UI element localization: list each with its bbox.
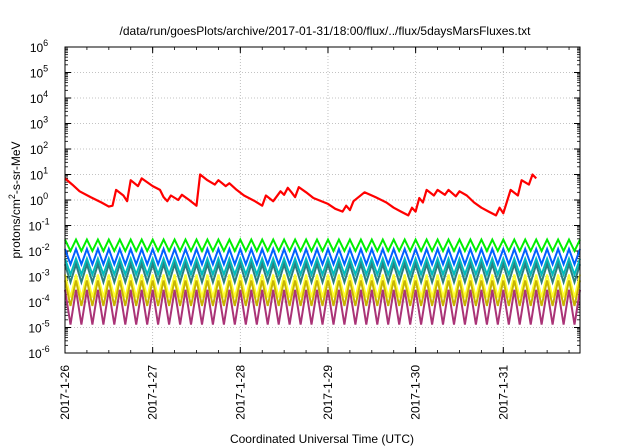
y-tick-label: 103: [30, 115, 48, 132]
y-axis-label-base: protons/cm: [9, 199, 23, 258]
plot-frame: [64, 46, 581, 354]
band-series-line: [64, 246, 581, 268]
chart-title: /data/run/goesPlots/archive/2017-01-31/1…: [120, 24, 532, 38]
y-tick-label: 105: [30, 64, 48, 81]
x-tick-label: 2017-1-29: [321, 365, 335, 420]
y-tick-label: 10-1: [28, 217, 49, 234]
x-tick-label: 2017-1-27: [146, 365, 160, 420]
y-tick-label: 101: [30, 166, 48, 183]
y-tick-label: 10-3: [28, 268, 49, 285]
x-tick-label: 2017-1-26: [58, 365, 72, 420]
band-series-line: [64, 274, 581, 298]
y-tick-label: 100: [30, 191, 48, 208]
y-axis-label-rest: -s-sr-MeV: [9, 141, 23, 194]
y-tick-label: 106: [30, 38, 48, 55]
x-tick-labels: 2017-1-26 2017-1-27 2017-1-28 2017-1-29 2017…: [58, 365, 510, 420]
y-tick-labels: 10-6 10-5 10-4 10-3 10-2 10-1 100 101 102 103 104 1…: [28, 38, 49, 361]
y-tick-label: 10-6: [28, 344, 49, 361]
y-axis-label-sup: 2: [7, 194, 17, 199]
y-tick-label: 10-5: [28, 319, 49, 336]
band-series-line: [64, 237, 581, 254]
band-series-line: [64, 289, 581, 325]
band-series-line: [64, 280, 581, 307]
y-tick-label: 10-2: [28, 242, 49, 259]
flux-series-line: [64, 173, 537, 217]
band-series-line: [64, 260, 581, 286]
series-layer: [64, 173, 581, 325]
y-tick-label: 102: [30, 140, 48, 157]
axis-ticks: [64, 46, 580, 354]
x-tick-label: 2017-1-31: [496, 365, 510, 420]
band-series-line: [64, 255, 581, 278]
x-tick-label: 2017-1-28: [233, 365, 247, 420]
grid-lines: [65, 47, 580, 353]
y-tick-label: 104: [30, 89, 48, 106]
x-axis-label: Coordinated Universal Time (UTC): [230, 432, 414, 446]
x-tick-label: 2017-1-30: [409, 365, 423, 420]
y-axis-label: protons/cm2-s-sr-MeV: [7, 141, 23, 258]
y-tick-label: 10-4: [28, 293, 49, 310]
